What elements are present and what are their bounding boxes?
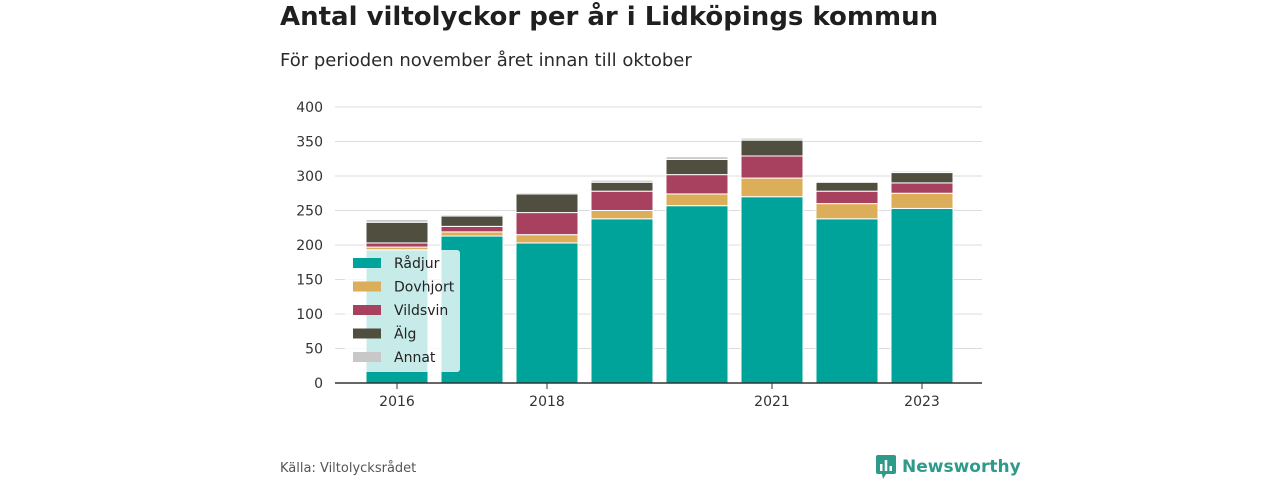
- legend-label: Annat: [394, 350, 436, 366]
- y-tick-label: 100: [296, 307, 323, 323]
- bar-segment: [815, 190, 879, 205]
- legend-label: Älg: [394, 325, 416, 343]
- bar-segment: [365, 221, 429, 244]
- y-tick-label: 50: [305, 342, 323, 358]
- bar-segment: [365, 242, 429, 248]
- legend-label: Dovhjort: [394, 280, 455, 296]
- bar-segment: [440, 215, 504, 227]
- bar-segment: [665, 158, 729, 176]
- chart-logo-icon: [876, 455, 896, 479]
- bar-segment: [740, 139, 804, 157]
- x-tick-label: 2023: [904, 394, 940, 410]
- legend-swatch: [353, 258, 381, 268]
- bar-segment: [890, 170, 954, 174]
- y-tick-label: 150: [296, 273, 323, 289]
- bar-segment: [815, 203, 879, 220]
- bar-segment: [590, 190, 654, 211]
- legend-label: Rådjur: [394, 255, 440, 272]
- bar-segment: [515, 242, 579, 384]
- source-note: Källa: Viltolycksrådet: [280, 461, 417, 476]
- bar-segment: [890, 172, 954, 184]
- bar-segment: [815, 181, 879, 192]
- y-tick-label: 400: [296, 100, 323, 116]
- legend-swatch: [353, 328, 381, 339]
- legend-label: Vildsvin: [394, 303, 448, 319]
- bar-segment: [515, 234, 579, 244]
- legend-swatch: [353, 305, 381, 315]
- bar-segment: [890, 207, 954, 384]
- y-tick-label: 200: [296, 238, 323, 254]
- bar-segment: [740, 177, 804, 198]
- bar-segment: [590, 218, 654, 384]
- bar-segment: [665, 156, 729, 160]
- bar-segment: [665, 193, 729, 207]
- bar-segment: [590, 181, 654, 192]
- bar-segment: [440, 214, 504, 217]
- bar-segment: [515, 192, 579, 195]
- bar-segment: [590, 179, 654, 183]
- y-tick-label: 0: [314, 376, 323, 392]
- x-tick-label: 2021: [754, 394, 790, 410]
- y-tick-label: 300: [296, 169, 323, 185]
- bar-segment: [815, 218, 879, 384]
- x-tick-label: 2018: [529, 394, 565, 410]
- y-tick-label: 350: [296, 135, 323, 151]
- bar-segment: [740, 137, 804, 141]
- bar-segment: [515, 212, 579, 236]
- bar-segment: [590, 210, 654, 220]
- x-tick-label: 2016: [379, 394, 415, 410]
- brand-name: Newsworthy: [902, 457, 1021, 477]
- chart-subtitle: För perioden november året innan till ok…: [280, 50, 692, 71]
- bar-segment: [365, 218, 429, 223]
- bar-segment: [665, 174, 729, 195]
- bar-segment: [815, 181, 879, 183]
- legend-swatch: [353, 352, 381, 362]
- bar-segment: [740, 155, 804, 179]
- bar-segment: [890, 182, 954, 194]
- bar-segment: [890, 192, 954, 209]
- bar-segment: [440, 231, 504, 237]
- bar-segment: [515, 193, 579, 214]
- legend-box: [345, 250, 460, 372]
- chart-title: Antal viltolyckor per år i Lidköpings ko…: [280, 2, 939, 32]
- legend-swatch: [353, 281, 381, 292]
- bar-segment: [740, 196, 804, 384]
- y-tick-label: 250: [296, 204, 323, 220]
- bar-segment: [665, 205, 729, 384]
- bar-segment: [440, 225, 504, 233]
- brand-logo: Newsworthy: [876, 455, 1021, 479]
